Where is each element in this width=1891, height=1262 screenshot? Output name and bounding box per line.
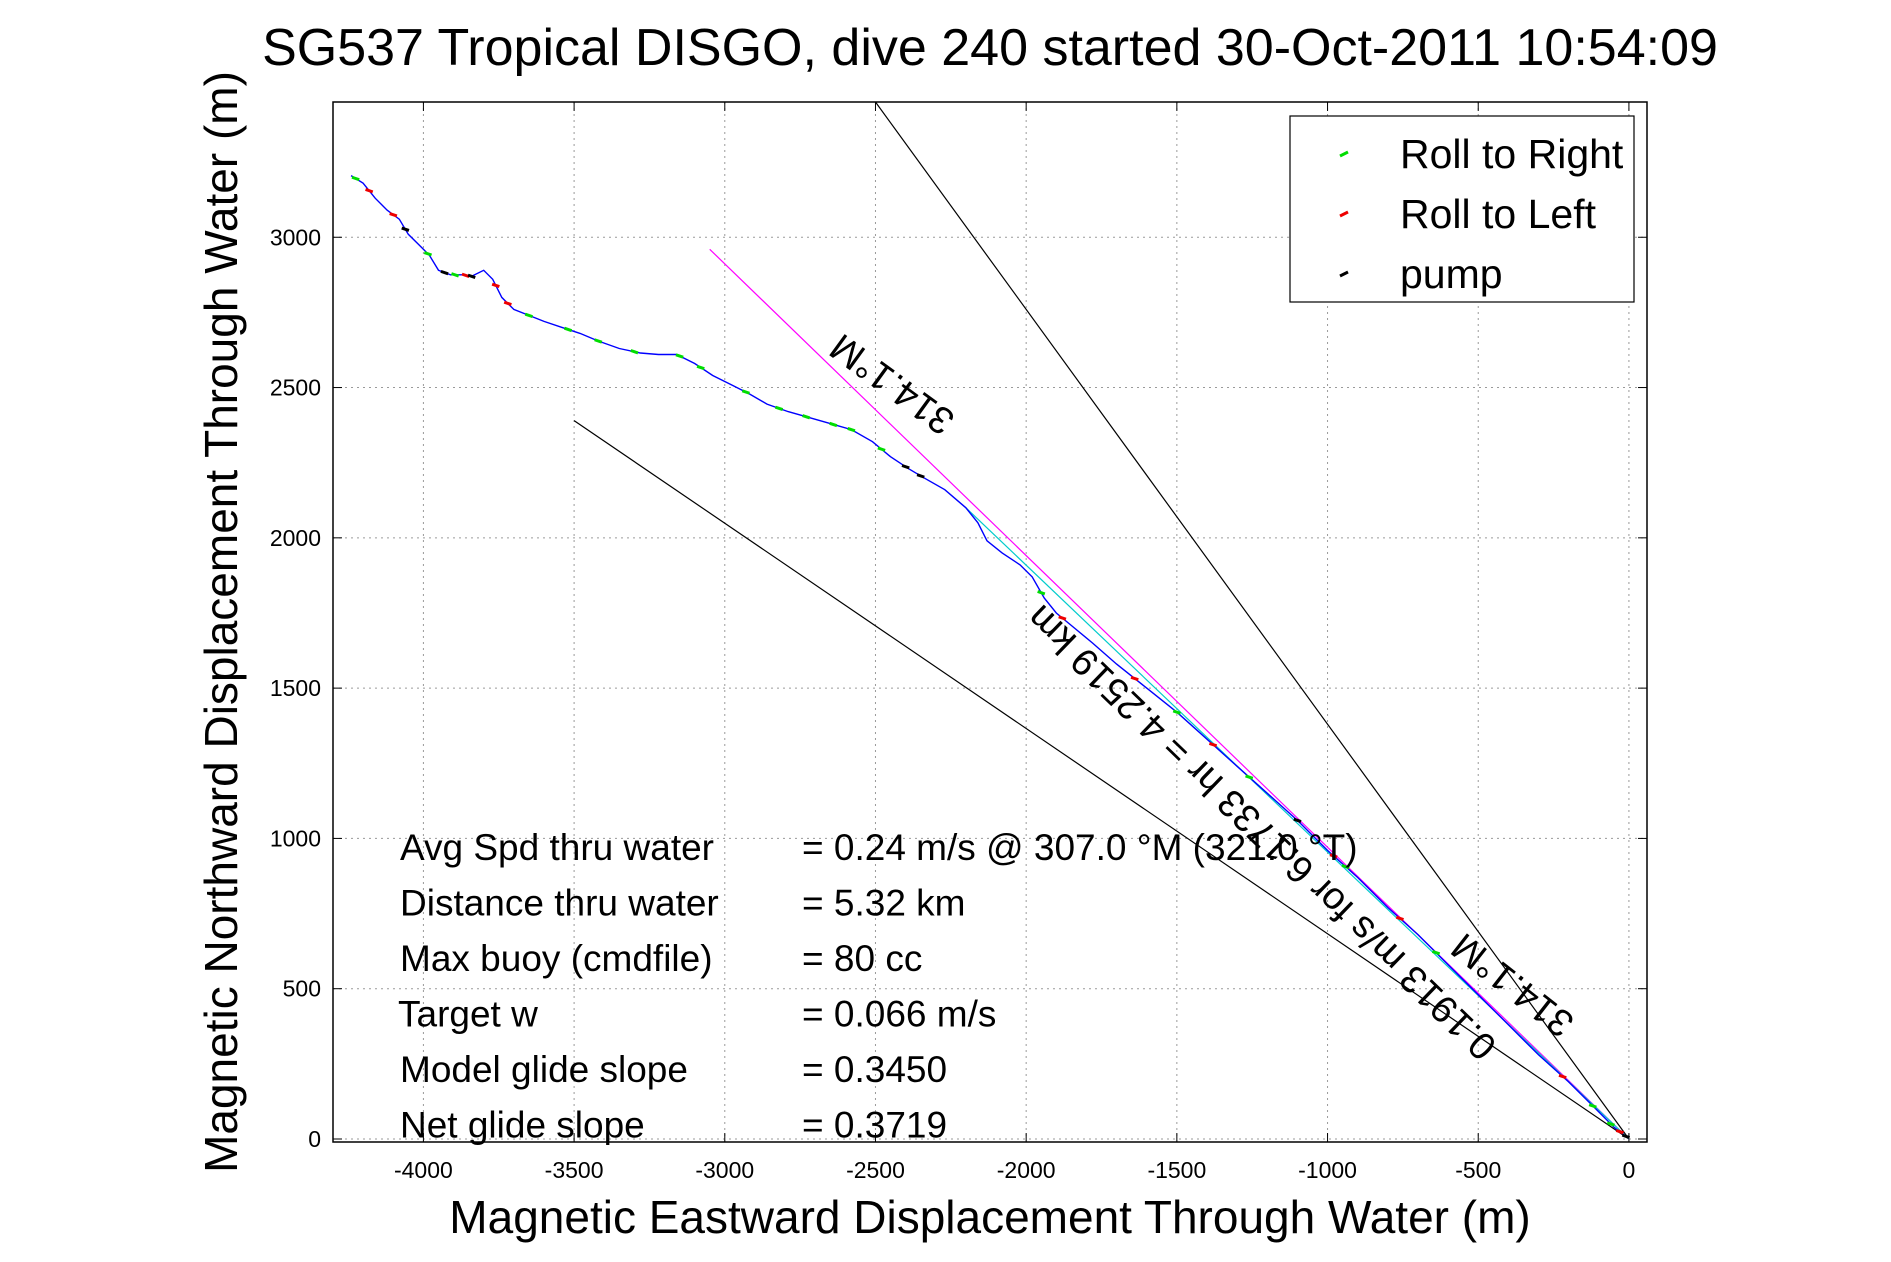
- y-tick-label: 2000: [270, 525, 321, 551]
- track-line: [350, 175, 1628, 1139]
- stat-label: Avg Spd thru water: [400, 827, 714, 868]
- heading-line: [573, 420, 1630, 1140]
- roll-to-left-marker: [1558, 1073, 1567, 1080]
- roll-to-right-marker: [877, 446, 886, 452]
- roll-to-right-marker: [1341, 864, 1350, 870]
- y-tick-label: 3000: [270, 224, 321, 250]
- roll-to-right-marker: [524, 312, 533, 319]
- roll-to-right-marker: [741, 389, 750, 395]
- chart-title: SG537 Tropical DISGO, dive 240 started 3…: [262, 19, 1718, 77]
- roll-to-left-marker: [1058, 615, 1067, 621]
- stat-label: Target w: [398, 994, 538, 1035]
- roll-to-left-marker: [1329, 853, 1338, 859]
- legend-label: Roll to Right: [1400, 131, 1624, 177]
- heading-line: [874, 101, 1630, 1140]
- reference-lines: [573, 101, 1630, 1140]
- roll-to-left-marker: [389, 212, 398, 218]
- roll-to-right-marker: [1037, 590, 1046, 596]
- roll-to-left-marker: [1130, 675, 1139, 682]
- x-tick-label: 0: [1623, 1157, 1636, 1183]
- roll-to-left-marker: [503, 300, 512, 307]
- stat-label: Max buoy (cmdfile): [400, 938, 713, 979]
- stat-label: Net glide slope: [400, 1105, 645, 1146]
- roll-to-right-marker: [829, 421, 838, 428]
- roll-to-right-marker: [696, 364, 705, 371]
- roll-to-left-marker: [1208, 742, 1218, 748]
- roll-to-right-marker: [594, 338, 603, 344]
- legend-label: Roll to Left: [1400, 191, 1597, 237]
- roll-to-right-marker: [675, 353, 684, 359]
- legend-marker: [1339, 210, 1349, 218]
- stat-value: = 0.3719: [802, 1105, 947, 1146]
- roll-to-right-marker: [774, 405, 784, 412]
- stat-label: Model glide slope: [400, 1049, 688, 1090]
- x-tick-label: -3500: [545, 1157, 604, 1183]
- x-tick-label: -4000: [394, 1157, 453, 1183]
- roll-to-right-marker: [450, 272, 460, 278]
- y-axis-label: Magnetic Northward Displacement Through …: [195, 71, 247, 1173]
- x-tick-label: -3000: [695, 1157, 754, 1183]
- y-tick-label: 2500: [270, 375, 321, 401]
- y-tick-label: 0: [308, 1126, 321, 1152]
- pump-marker: [1293, 817, 1302, 824]
- pump-marker: [916, 473, 925, 479]
- y-tick-label: 1500: [270, 675, 321, 701]
- legend: Roll to Right Roll to Left pump: [1289, 115, 1635, 303]
- legend-marker: [1339, 150, 1349, 158]
- roll-to-right-marker: [1606, 1121, 1615, 1127]
- stat-value: = 0.066 m/s: [802, 994, 996, 1035]
- stat-value: = 5.32 km: [802, 883, 966, 924]
- stat-value: = 0.3450: [802, 1049, 947, 1090]
- course-line: [709, 248, 1630, 1140]
- x-tick-label: -500: [1455, 1157, 1501, 1183]
- roll-to-left-marker: [491, 282, 500, 288]
- roll-to-left-marker: [365, 188, 374, 194]
- roll-to-right-marker: [802, 414, 811, 420]
- stat-value: = 80 cc: [802, 938, 922, 979]
- stat-label: Distance thru water: [400, 883, 719, 924]
- pump-marker: [901, 464, 910, 470]
- x-axis-label: Magnetic Eastward Displacement Through W…: [449, 1191, 1530, 1243]
- pump-marker: [401, 226, 410, 232]
- roll-to-left-marker: [1615, 1129, 1624, 1135]
- roll-to-right-marker: [351, 175, 360, 182]
- x-tick-label: -2500: [846, 1157, 905, 1183]
- dive-track: [350, 175, 1628, 1139]
- pump-marker: [467, 273, 476, 279]
- roll-to-right-marker: [1431, 950, 1441, 956]
- x-tick-label: -1500: [1147, 1157, 1206, 1183]
- dive-statistics: Avg Spd thru water = 0.24 m/s @ 307.0 °M …: [398, 827, 1358, 1146]
- y-tick-label: 500: [283, 976, 321, 1002]
- pump-marker: [1621, 1133, 1630, 1139]
- roll-to-right-marker: [847, 427, 856, 433]
- x-axis-ticks: -4000 -3500 -3000 -2500 -2000 -1500 -1000 -500 0: [394, 102, 1635, 1183]
- roll-to-right-marker: [630, 349, 639, 355]
- pump-marker: [440, 269, 449, 276]
- roll-to-right-marker: [1245, 774, 1254, 780]
- roll-to-right-marker: [423, 251, 433, 257]
- y-axis-ticks: 0 500 1000 1500 2000 2500 3000: [270, 224, 1647, 1152]
- x-tick-label: -2000: [997, 1157, 1056, 1183]
- roll-to-left-marker: [1395, 915, 1404, 921]
- roll-to-right-marker: [1172, 709, 1181, 715]
- x-tick-label: -1000: [1298, 1157, 1357, 1183]
- roll-to-right-marker: [563, 326, 573, 333]
- track-markers: [351, 175, 1630, 1139]
- legend-label: pump: [1400, 251, 1503, 297]
- plot-frame: [332, 101, 1648, 1143]
- y-tick-label: 1000: [270, 825, 321, 851]
- stat-value: = 0.24 m/s @ 307.0 °M (321.0 °T): [802, 827, 1358, 868]
- roll-to-right-marker: [1588, 1103, 1597, 1109]
- legend-marker: [1339, 270, 1349, 278]
